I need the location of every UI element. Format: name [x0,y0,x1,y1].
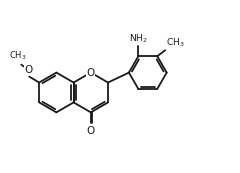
Text: O: O [24,65,32,75]
Text: O: O [87,68,95,78]
Text: O: O [87,126,95,136]
Text: NH$_2$: NH$_2$ [129,33,148,45]
Text: CH$_3$: CH$_3$ [166,37,185,49]
Text: CH$_3$: CH$_3$ [10,49,27,62]
